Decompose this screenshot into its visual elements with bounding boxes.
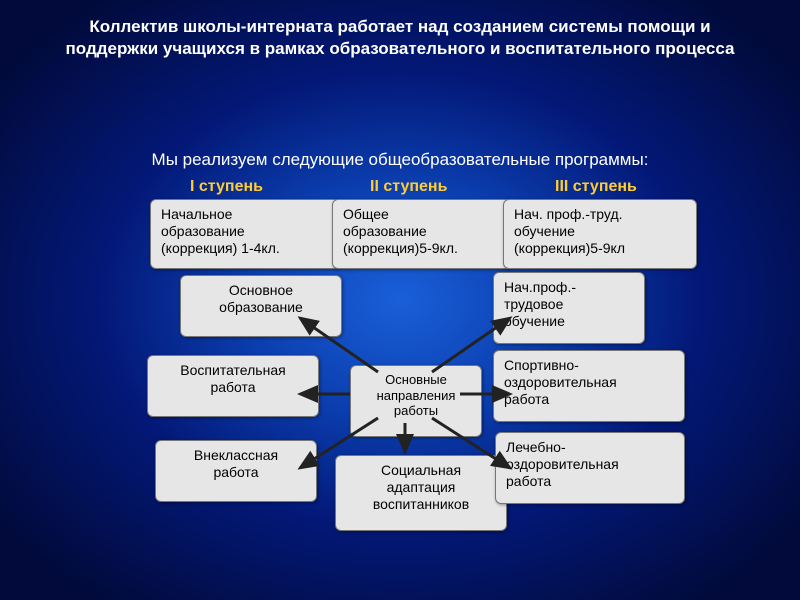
box-main-directions: Основныенаправленияработы — [350, 365, 482, 437]
box-general-education: Общееобразование(коррекция)5-9кл. — [332, 199, 512, 269]
box-medical-health: Лечебно-оздоровительнаяработа — [495, 432, 685, 504]
stage-3-label: III ступень — [555, 178, 637, 196]
box-social-adaptation: Социальнаяадаптациявоспитанников — [335, 455, 507, 531]
box-prof-training: Нач. проф.-труд.обучение(коррекция)5-9кл — [503, 199, 697, 269]
box-sports-health: Спортивно-оздоровительнаяработа — [493, 350, 685, 422]
slide-subtitle: Мы реализуем следующие общеобразовательн… — [40, 150, 760, 170]
stage-2-label: II ступень — [370, 178, 447, 196]
box-educational-work: Воспитательнаяработа — [147, 355, 319, 417]
slide-title: Коллектив школы-интерната работает над с… — [60, 16, 740, 60]
box-primary-education: Начальноеобразование(коррекция) 1-4кл. — [150, 199, 340, 269]
stage-1-label: I ступень — [190, 178, 263, 196]
box-basic-education: Основноеобразование — [180, 275, 342, 337]
box-initial-prof-labor: Нач.проф.-трудовоеобучение — [493, 272, 645, 344]
box-extracurricular: Внекласснаяработа — [155, 440, 317, 502]
slide: Коллектив школы-интерната работает над с… — [0, 0, 800, 600]
